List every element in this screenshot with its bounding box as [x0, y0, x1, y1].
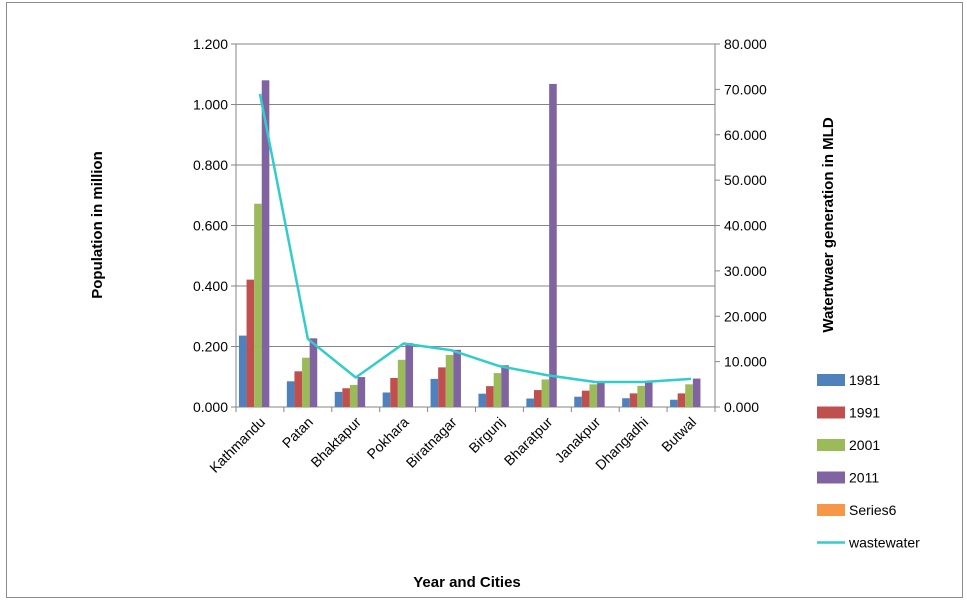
right-tick-label: 10.000 — [724, 354, 767, 370]
left-tick-label: 1.200 — [193, 36, 228, 52]
left-tick-label: 1.000 — [193, 97, 228, 113]
left-tick-label: 0.600 — [193, 218, 228, 234]
category-label: Bhaktapur — [307, 414, 364, 471]
category-label: Biratnagar — [403, 414, 460, 471]
wastewater-line — [258, 93, 692, 384]
legend-swatch-1991 — [817, 406, 845, 419]
bar-2011-Bhaktapur — [357, 377, 366, 407]
bar-1991-Bharatpur — [533, 390, 542, 407]
bar-2011-Birgunj — [501, 365, 509, 407]
category-label: Butwal — [658, 414, 699, 455]
bar-2001-Butwal — [685, 384, 693, 407]
bar-1981-Biratnagar — [430, 378, 439, 407]
left-tick-label: 0.800 — [193, 157, 228, 173]
bar-2001-Bhaktapur — [349, 384, 358, 407]
y2-axis-title: Watertwaer generation in MLD — [820, 117, 837, 332]
bar-2001-Pokhara — [397, 359, 406, 407]
legend-label-1991: 1991 — [849, 405, 880, 421]
bar-2011-Butwal — [692, 378, 701, 407]
legend: 1981 1991 2001 2011 Series6 wastewater — [817, 372, 920, 551]
legend-label-Series6: Series6 — [849, 502, 897, 518]
legend-label-1981: 1981 — [849, 372, 880, 388]
bar-1981-Janakpur — [574, 396, 582, 407]
bar-2001-Bharatpur — [541, 379, 550, 407]
legend-swatch-2011 — [817, 471, 845, 484]
legend-label-wastewater: wastewater — [848, 535, 920, 551]
chart-frame — [6, 2, 963, 598]
bar-2001-Dhangadhi — [637, 385, 645, 407]
right-tick-label: 50.000 — [724, 172, 767, 188]
bar-2001-Birgunj — [493, 373, 502, 407]
line-series — [258, 93, 692, 384]
category-label: Patan — [279, 414, 316, 451]
bar-1991-Janakpur — [581, 390, 590, 407]
bar-2011-Pokhara — [405, 343, 414, 407]
legend-label-2001: 2001 — [849, 437, 880, 453]
axes — [231, 43, 720, 412]
bar-1991-Biratnagar — [438, 367, 446, 407]
right-tick-label: 60.000 — [724, 127, 767, 143]
bar-2011-Kathmandu — [261, 80, 270, 408]
bar-1991-Kathmandu — [246, 279, 255, 407]
bar-series — [238, 80, 701, 408]
bar-1991-Pokhara — [390, 377, 398, 407]
right-tick-labels: 0.000 10.000 20.000 30.000 40.000 50.000 60.00… — [724, 36, 767, 415]
legend-swatch-2001 — [817, 439, 845, 451]
right-tick-label: 30.000 — [724, 263, 767, 279]
category-label: Birgunj — [465, 414, 507, 456]
bar-2001-Patan — [302, 357, 310, 407]
category-label: Pokhara — [364, 414, 412, 462]
bar-2011-Bharatpur — [549, 83, 557, 408]
bar-2011-Janakpur — [597, 381, 605, 407]
bar-1981-Pokhara — [382, 392, 391, 407]
bar-1981-Birgunj — [478, 393, 487, 407]
left-tick-labels: 0.000 0.200 0.400 0.600 0.800 1.000 1.200 — [193, 36, 228, 415]
left-tick-label: 0.200 — [193, 339, 228, 355]
right-tick-label: 20.000 — [724, 308, 767, 324]
bar-1981-Dhangadhi — [622, 398, 630, 407]
bar-2001-Janakpur — [589, 384, 598, 407]
right-tick-label: 70.000 — [724, 81, 767, 97]
bar-2011-Biratnagar — [453, 349, 461, 407]
bar-1991-Dhangadhi — [629, 393, 638, 407]
bar-1991-Butwal — [677, 393, 686, 407]
left-tick-label: 0.400 — [193, 278, 228, 294]
bar-1981-Bharatpur — [526, 398, 534, 407]
right-tick-label: 80.000 — [724, 36, 767, 52]
category-label: Kathmandu — [206, 414, 268, 476]
category-label: Dhangadhi — [592, 414, 651, 473]
legend-label-2011: 2011 — [849, 470, 879, 486]
left-tick-label: 0.000 — [193, 399, 228, 415]
x-axis-title: Year and Cities — [413, 574, 521, 591]
bar-2001-Biratnagar — [445, 354, 454, 407]
bar-1981-Butwal — [670, 399, 678, 407]
gridlines — [236, 43, 715, 408]
bar-2011-Patan — [309, 338, 318, 407]
legend-swatch-Series6 — [817, 504, 845, 516]
bar-1991-Patan — [294, 371, 303, 407]
bar-1981-Patan — [286, 381, 295, 407]
bar-1981-Bhaktapur — [334, 391, 343, 407]
right-tick-label: 40.000 — [724, 218, 767, 234]
y-axis-title: Population in million — [89, 151, 106, 299]
bar-1991-Birgunj — [486, 386, 494, 407]
bar-1981-Kathmandu — [238, 335, 247, 407]
category-label: Bharatpur — [501, 414, 556, 469]
bar-2001-Kathmandu — [254, 203, 262, 407]
right-tick-label: 0.000 — [724, 399, 759, 415]
legend-swatch-1981 — [817, 374, 845, 386]
bar-1991-Bhaktapur — [342, 388, 350, 407]
bar-2011-Dhangadhi — [644, 381, 653, 407]
